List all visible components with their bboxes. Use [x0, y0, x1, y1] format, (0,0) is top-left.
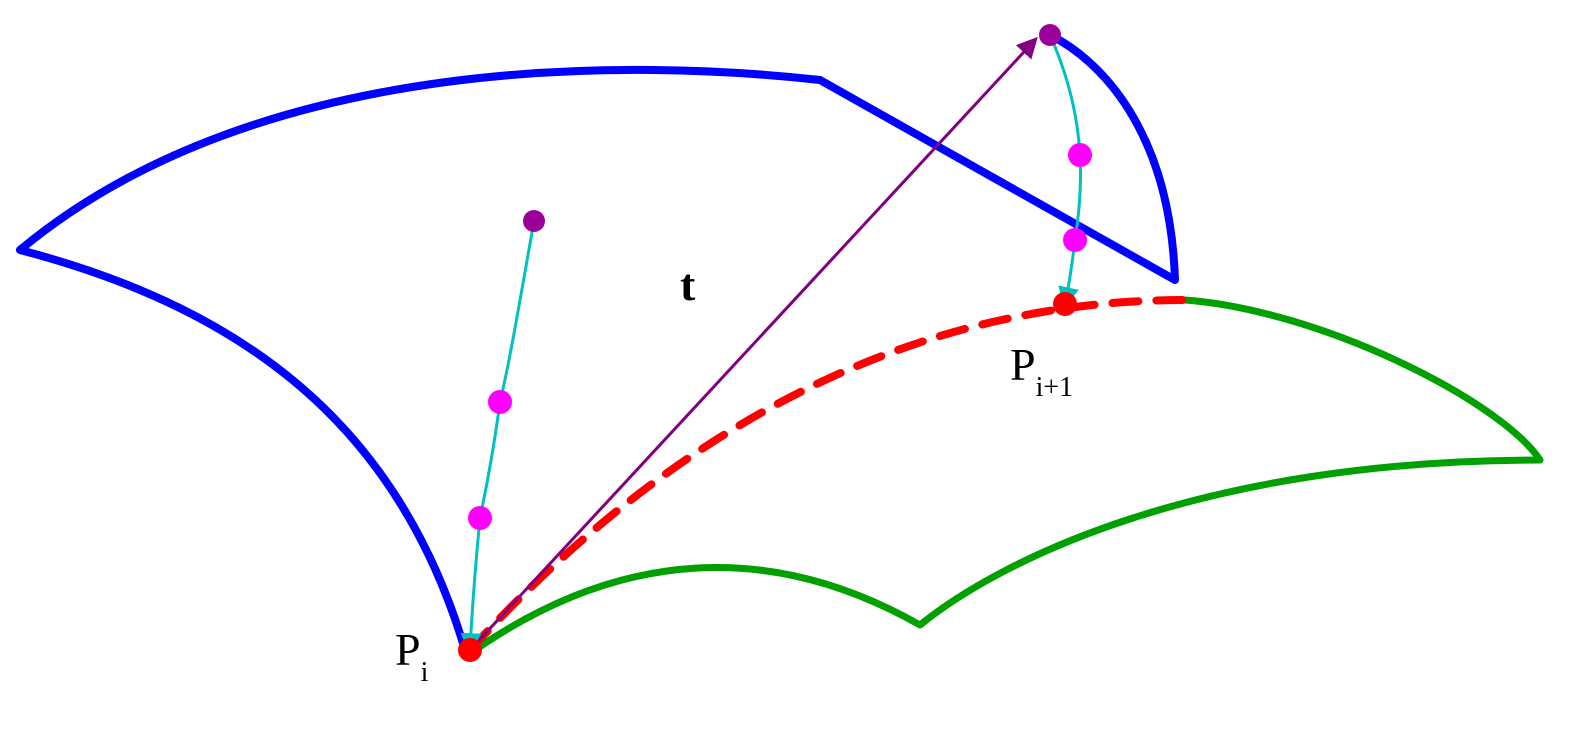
point-right-m1 [1068, 143, 1092, 167]
iteration-path-left [470, 221, 534, 650]
label-pi1: Pi+1 [1010, 339, 1073, 403]
label-pi: Pi [395, 624, 429, 688]
point-left-m1 [488, 390, 512, 414]
surface-edge-blue-top [20, 35, 1175, 280]
iteration-path-right [1050, 35, 1081, 304]
tangent-vector-t [470, 40, 1035, 650]
point-pi [458, 638, 482, 662]
point-right-m2 [1063, 228, 1087, 252]
point-left-top [523, 210, 545, 232]
surface-edge-green [475, 300, 1540, 650]
point-left-m2 [468, 506, 492, 530]
label-t: t [680, 259, 696, 310]
point-right-top [1039, 24, 1061, 46]
point-pi1 [1053, 292, 1077, 316]
surface-edge-blue-left [20, 250, 465, 650]
